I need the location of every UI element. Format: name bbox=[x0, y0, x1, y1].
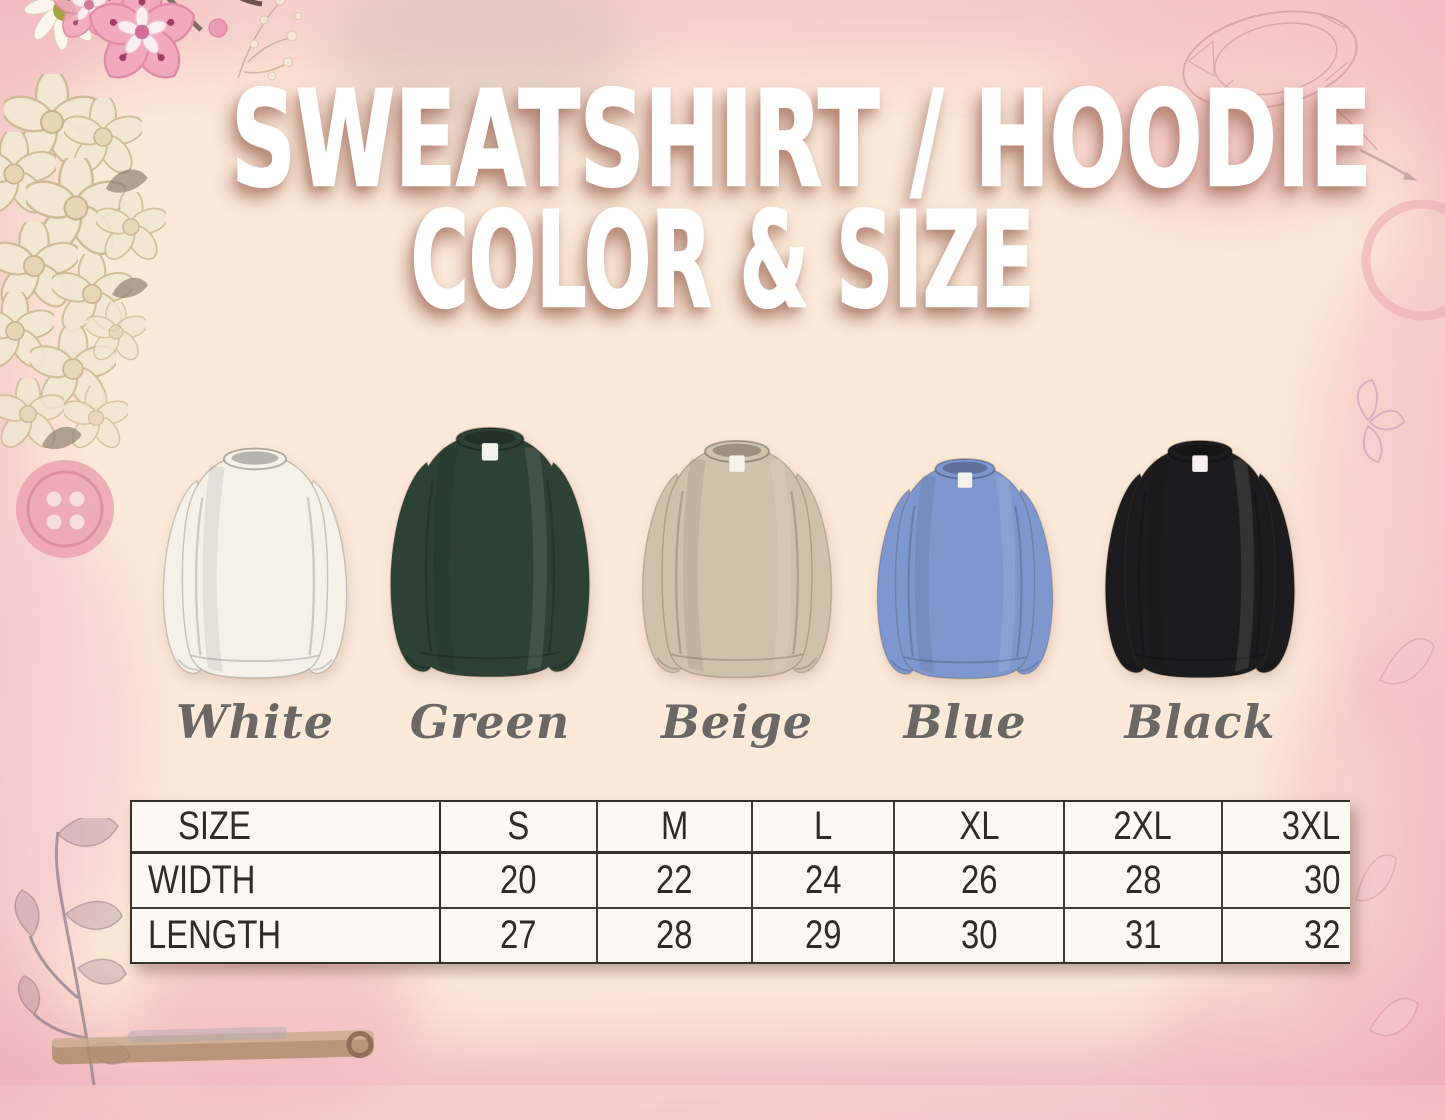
color-label-beige: Beige bbox=[660, 695, 814, 749]
white-sweatshirt-image bbox=[142, 439, 368, 693]
watercolor-wash bbox=[1310, 260, 1445, 740]
watercolor-wash bbox=[1150, 960, 1430, 1120]
width-l: 24 bbox=[751, 854, 893, 907]
length-3xl: 32 bbox=[1221, 909, 1348, 962]
header-cell-2xl: 2XL bbox=[1063, 802, 1221, 851]
length-m: 28 bbox=[596, 909, 751, 962]
width-m: 22 bbox=[596, 854, 751, 907]
header-cell-m: M bbox=[596, 802, 751, 851]
cherry-blossom-icon bbox=[83, 0, 201, 89]
black-sweatshirt-image bbox=[1084, 431, 1317, 693]
product-blue: Blue bbox=[845, 423, 1085, 749]
header-cell-xl: XL bbox=[893, 802, 1063, 851]
product-beige: Beige bbox=[617, 423, 857, 749]
header-cell-s: S bbox=[439, 802, 596, 851]
product-white: White bbox=[135, 423, 375, 749]
product-green: Green bbox=[370, 423, 610, 749]
length-2xl: 31 bbox=[1063, 909, 1221, 962]
length-l: 29 bbox=[751, 909, 893, 962]
header-cell-3xl: 3XL bbox=[1221, 802, 1348, 851]
color-label-white: White bbox=[175, 695, 335, 749]
color-label-green: Green bbox=[409, 695, 571, 749]
length-xl: 30 bbox=[893, 909, 1063, 962]
product-black: Black bbox=[1080, 423, 1320, 749]
header-cell-l: L bbox=[751, 802, 893, 851]
blue-sweatshirt-image bbox=[857, 450, 1073, 693]
size-table: SIZE S M L XL 2XL 3XL WIDTH 20 22 24 26 … bbox=[130, 800, 1350, 964]
page-title: SWEATSHIRT / HOODIE COLOR & SIZE bbox=[0, 63, 1445, 338]
button-icon bbox=[16, 460, 114, 558]
petal-doodle-icon bbox=[1357, 378, 1406, 464]
color-label-black: Black bbox=[1124, 695, 1276, 749]
table-row-width: WIDTH 20 22 24 26 28 30 bbox=[132, 851, 1350, 907]
width-xl: 26 bbox=[893, 854, 1063, 907]
title-line-1: SWEATSHIRT / HOODIE bbox=[230, 63, 1372, 217]
green-sweatshirt-image bbox=[368, 418, 613, 693]
daisy-icon bbox=[24, 0, 105, 51]
width-s: 20 bbox=[439, 854, 596, 907]
title-line-2: COLOR & SIZE bbox=[410, 184, 1035, 338]
cherry-blossom-icon bbox=[47, 0, 131, 45]
header-cell-size: SIZE bbox=[178, 804, 251, 848]
ruler-decoration bbox=[51, 1026, 374, 1065]
color-label-blue: Blue bbox=[903, 695, 1027, 749]
width-3xl: 30 bbox=[1221, 854, 1348, 907]
watercolor-wash bbox=[0, 520, 140, 950]
feather-leaf-icon bbox=[1355, 637, 1435, 1037]
blossom-bud-icon bbox=[208, 18, 228, 38]
row-label-width: WIDTH bbox=[148, 858, 256, 902]
pin-icon bbox=[166, 0, 203, 32]
beige-sweatshirt-image bbox=[621, 431, 854, 693]
twig-icon bbox=[239, 0, 263, 7]
table-header-row: SIZE S M L XL 2XL 3XL bbox=[132, 802, 1350, 851]
length-s: 27 bbox=[439, 909, 596, 962]
table-row-length: LENGTH 27 28 29 30 31 32 bbox=[132, 907, 1350, 962]
width-2xl: 28 bbox=[1063, 854, 1221, 907]
row-label-length: LENGTH bbox=[148, 913, 282, 957]
